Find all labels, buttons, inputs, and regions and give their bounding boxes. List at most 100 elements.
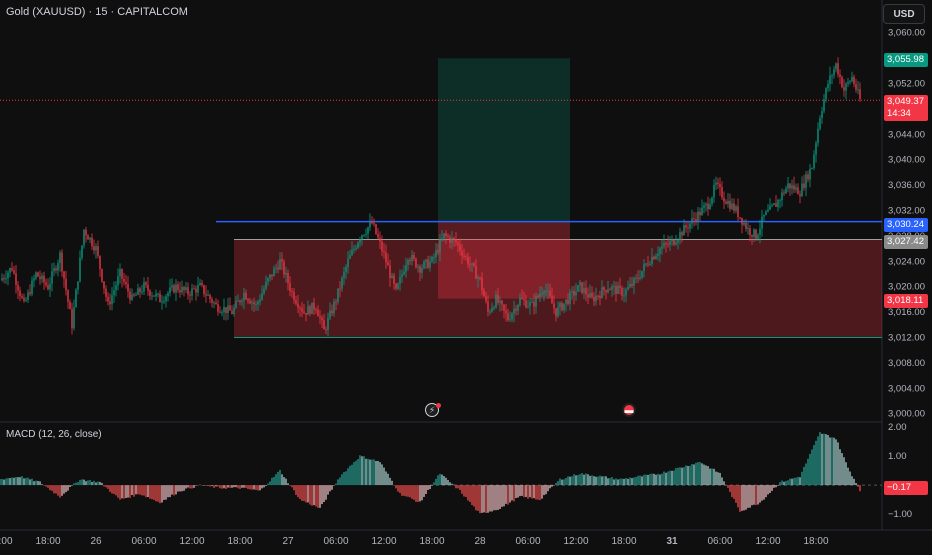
macd-bar [803, 466, 805, 486]
macd-bar [311, 485, 313, 506]
candle-body [643, 264, 645, 271]
time-tick-label: 12:00 [0, 536, 13, 547]
macd-bar [45, 485, 47, 487]
macd-bar [401, 485, 403, 496]
candle-body [163, 300, 165, 302]
macd-bar [49, 485, 51, 491]
candle-body [171, 285, 173, 288]
candle-body [105, 288, 107, 297]
macd-bar [669, 470, 671, 486]
candle-body [559, 303, 561, 308]
macd-bar [223, 485, 225, 489]
candle-body [493, 307, 495, 309]
macd-bar [787, 480, 789, 486]
candle-body [603, 287, 605, 291]
candle-body [477, 277, 479, 279]
macd-histogram [0, 432, 861, 514]
candle-body [675, 242, 677, 245]
candle-body [285, 273, 287, 275]
candle-body [121, 268, 123, 279]
macd-bar [431, 485, 433, 486]
macd-bar [367, 458, 369, 486]
candle-body [373, 223, 375, 225]
candle-body [397, 283, 399, 289]
candle-body [701, 207, 703, 216]
price-tick-label: 3,016.00 [888, 307, 925, 318]
candle-body [61, 252, 63, 272]
macd-bar [109, 485, 111, 492]
price-tick-label: 3,008.00 [888, 358, 925, 369]
us-economic-event-icon[interactable]: ▬ [622, 403, 636, 417]
macd-bar [533, 485, 535, 499]
macd-bar [203, 485, 205, 486]
candle-body [337, 288, 339, 302]
candle-body [545, 291, 547, 293]
candle-body [485, 296, 487, 302]
candle-body [799, 194, 801, 197]
candle-body [189, 294, 191, 296]
macd-bar [543, 485, 545, 496]
macd-title[interactable]: MACD (12, 26, close) [6, 429, 102, 440]
macd-bar [215, 485, 217, 487]
candle-body [203, 285, 205, 295]
candle-body [791, 185, 793, 189]
macd-bar [393, 485, 395, 486]
candle-body [359, 239, 361, 243]
candle-body [205, 294, 207, 296]
candle-body [445, 233, 447, 237]
macd-bar [389, 477, 391, 486]
macd-bar [547, 485, 549, 492]
macd-bar [173, 485, 175, 496]
macd-bar [399, 485, 401, 494]
candle-body [491, 308, 493, 312]
macd-bar [565, 477, 567, 486]
macd-bar [435, 478, 437, 486]
macd-bar [741, 485, 743, 511]
candle-body [495, 294, 497, 308]
macd-bar [221, 485, 223, 489]
macd-bar [391, 480, 393, 486]
macd-bar [299, 485, 301, 500]
candle-body [125, 281, 127, 285]
candle-body [759, 228, 761, 235]
macd-bar [577, 474, 579, 486]
macd-bar [771, 485, 773, 491]
macd-bar [1, 478, 3, 486]
macd-bar [703, 464, 705, 486]
macd-bar [683, 467, 685, 486]
macd-bar [139, 485, 141, 495]
candle-body [195, 288, 197, 293]
currency-button[interactable]: USD [883, 4, 925, 24]
macd-bar [743, 485, 745, 511]
macd-bar [535, 485, 537, 500]
macd-bar [581, 473, 583, 486]
macd-bar [819, 432, 821, 486]
symbol-title[interactable]: Gold (XAUUSD) · 15 · CAPITALCOM [6, 6, 188, 18]
macd-bar [81, 479, 83, 486]
current-price-tag: 3,049.37 14:34 [884, 95, 928, 121]
macd-bar [185, 485, 187, 489]
earnings-event-icon[interactable]: ⚡ [425, 403, 441, 417]
macd-bar [593, 476, 595, 486]
candle-body [231, 310, 233, 314]
macd-bar [753, 485, 755, 505]
macd-bar [767, 485, 769, 495]
candle-body [723, 197, 725, 202]
macd-bar [609, 477, 611, 486]
macd-bar [239, 485, 241, 489]
candle-body [21, 296, 23, 298]
macd-bar [517, 485, 519, 498]
macd-bar [695, 462, 697, 486]
candle-body [63, 271, 65, 279]
candle-body [377, 233, 379, 238]
macd-bar [179, 485, 181, 492]
macd-bar [635, 476, 637, 486]
macd-bar [611, 477, 613, 486]
candle-body [849, 81, 851, 83]
macd-bar [381, 464, 383, 486]
candle-body [89, 237, 91, 240]
candle-body [97, 246, 99, 256]
macd-bar [437, 475, 439, 486]
